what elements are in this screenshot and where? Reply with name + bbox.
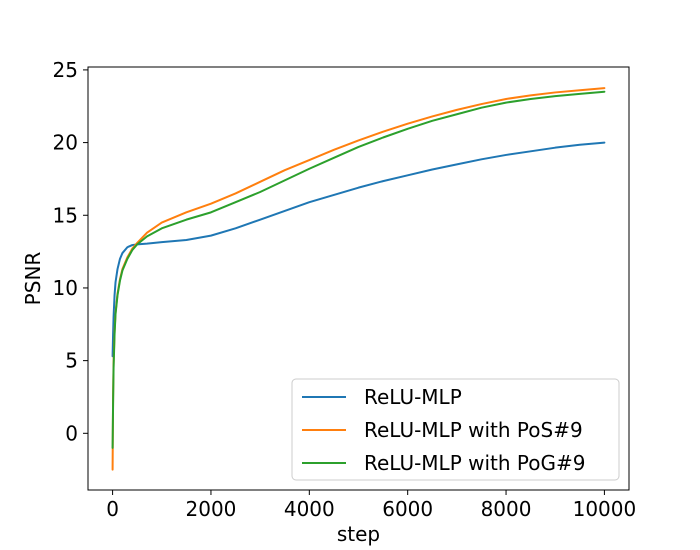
y-tick-label: 25 <box>53 58 78 82</box>
y-tick-label: 20 <box>53 131 78 155</box>
plot-lines <box>111 87 606 471</box>
y-tick-label: 0 <box>65 421 78 445</box>
y-axis-title: PSNR <box>21 252 45 306</box>
x-tick-label: 4000 <box>284 497 335 521</box>
legend: ReLU-MLP ReLU-MLP with PoS#9 ReLU-MLP with… <box>291 378 620 481</box>
y-tick-label: 15 <box>53 203 78 227</box>
legend-label-1: ReLU-MLP <box>364 385 462 409</box>
legend-label-2: ReLU-MLP with PoS#9 <box>364 418 583 442</box>
legend-label-3: ReLU-MLP with PoG#9 <box>364 451 585 475</box>
series-line-3 <box>111 90 606 449</box>
x-tick-label: 8000 <box>481 497 532 521</box>
series-line-1 <box>111 141 606 358</box>
x-tick-label: 10000 <box>573 497 637 521</box>
x-tick-label: 6000 <box>382 497 433 521</box>
x-axis: 0 2000 4000 6000 8000 10000 <box>106 490 636 521</box>
y-tick-label: 5 <box>65 349 78 373</box>
y-tick-label: 10 <box>53 276 78 300</box>
x-tick-label: 2000 <box>186 497 237 521</box>
x-tick-label: 0 <box>106 497 119 521</box>
y-axis: 0 5 10 15 20 25 <box>53 58 88 445</box>
x-axis-title: step <box>337 522 380 546</box>
plot-area-frame <box>87 66 630 491</box>
legend-box <box>291 378 620 481</box>
